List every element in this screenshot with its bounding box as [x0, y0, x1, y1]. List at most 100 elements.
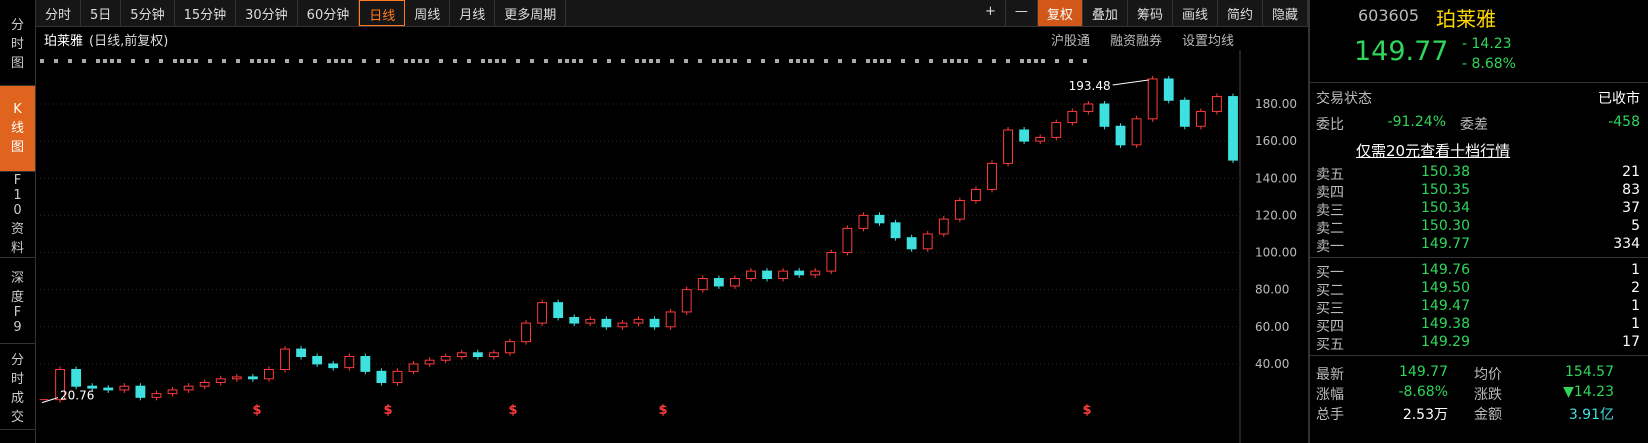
tool-button[interactable]: 画线 — [1173, 0, 1218, 26]
tool-button[interactable]: 复权 — [1037, 0, 1083, 26]
candle-body — [328, 363, 339, 369]
period-tab[interactable]: 30分钟 — [236, 0, 298, 26]
event-marker[interactable]: $ — [252, 403, 261, 418]
tool-button[interactable]: — — [1006, 0, 1038, 26]
event-marker[interactable]: $ — [658, 403, 667, 418]
candle-body — [280, 348, 290, 370]
price: 150.30 — [1421, 218, 1470, 234]
candle-body — [971, 188, 981, 202]
candle-body — [874, 214, 885, 224]
info-dot — [1069, 59, 1073, 63]
info-dot — [495, 59, 499, 63]
candle-body — [135, 385, 146, 398]
promo-link[interactable]: 仅需20元查看十档行情 — [1356, 142, 1511, 160]
candle-body — [55, 368, 65, 401]
info-dot — [313, 59, 317, 63]
period-tab[interactable]: 15分钟 — [175, 0, 237, 26]
period-tab[interactable]: 更多周期 — [495, 0, 567, 26]
side-tab[interactable]: 分时图 — [0, 0, 35, 86]
period-tab[interactable]: 5分钟 — [121, 0, 175, 26]
info-dot — [285, 59, 289, 63]
y-tick-label: 140.00 — [1255, 171, 1297, 185]
tool-button[interactable]: + — [976, 0, 1006, 26]
link[interactable]: 设置均线 — [1181, 34, 1234, 49]
info-dot — [621, 59, 625, 63]
tool-button[interactable]: 简约 — [1218, 0, 1263, 26]
info-dot — [208, 59, 212, 63]
stat-label: 总手 — [1316, 407, 1344, 423]
candle-body — [842, 227, 853, 254]
price: 150.35 — [1421, 182, 1470, 198]
chart: 40.00 60.00 80.00 100.00 120.00 140.00 160.00 1… — [39, 50, 1297, 443]
event-marker[interactable]: $ — [508, 403, 517, 418]
info-dot — [103, 59, 107, 63]
candle-body — [71, 368, 82, 387]
candle-body — [1019, 129, 1030, 142]
info-dot — [789, 59, 793, 63]
info-dot — [572, 59, 576, 63]
candle-body — [649, 318, 660, 328]
link[interactable]: 沪股通 — [1050, 34, 1090, 49]
info-dot — [901, 59, 905, 63]
y-tick-label: 180.00 — [1255, 97, 1297, 111]
info-dot — [978, 59, 982, 63]
period-tab[interactable]: 周线 — [405, 0, 451, 26]
info-dot — [222, 59, 226, 63]
info-dot — [761, 59, 765, 63]
info-dot — [1055, 59, 1059, 63]
info-dot — [68, 59, 72, 63]
stat-label: 均价 — [1474, 367, 1502, 383]
candle-body — [553, 302, 564, 319]
info-dot — [1006, 59, 1010, 63]
event-marker[interactable]: $ — [1082, 403, 1091, 418]
info-dot — [159, 59, 163, 63]
info-dot — [656, 59, 660, 63]
tool-button[interactable]: 筹码 — [1128, 0, 1173, 26]
info-dot — [180, 59, 184, 63]
divider — [1310, 355, 1648, 356]
info-dot — [453, 59, 457, 63]
candle-body — [906, 237, 917, 250]
candle-body — [1163, 78, 1174, 101]
candle-body — [1212, 96, 1222, 112]
y-tick-label: 80.00 — [1255, 283, 1289, 297]
side-tab[interactable]: 分时成交 — [0, 344, 35, 430]
period-tab[interactable]: 日线 — [359, 0, 406, 26]
level: 买五 — [1316, 337, 1344, 353]
info-dot — [411, 59, 415, 63]
info-dot — [194, 59, 198, 63]
stat-row: 最新 149.77 均价 154.57 — [1316, 364, 1640, 383]
info-dot — [40, 59, 44, 63]
candle-body — [1083, 103, 1094, 112]
stock-name: 珀莱雅 — [44, 34, 84, 49]
tool-button[interactable]: 隐藏 — [1263, 0, 1308, 26]
info-dot — [810, 59, 814, 63]
info-dot — [516, 59, 520, 63]
period-tab[interactable]: 月线 — [450, 0, 496, 26]
info-dot — [803, 59, 807, 63]
period-tab[interactable]: 5日 — [81, 0, 122, 26]
side-tab[interactable]: F10资料 — [0, 172, 35, 258]
tool-button[interactable]: 叠加 — [1083, 0, 1128, 26]
event-marker[interactable]: $ — [383, 403, 392, 418]
period-tab[interactable]: 60分钟 — [298, 0, 360, 26]
candle-body — [1147, 78, 1158, 120]
stat-value: -8.68% — [1398, 384, 1448, 400]
info-dot — [481, 59, 485, 63]
info-dot — [866, 59, 870, 63]
info-dot — [404, 59, 408, 63]
info-dot — [54, 59, 58, 63]
side-tab[interactable]: 深度F9 — [0, 258, 35, 344]
side-tab[interactable]: K线图 — [0, 86, 35, 172]
info-dot — [502, 59, 506, 63]
candle-body — [987, 162, 997, 190]
candle-body — [810, 270, 821, 276]
price: 149.50 — [1421, 280, 1470, 296]
period-tab[interactable]: 分时 — [36, 0, 82, 26]
info-dot — [236, 59, 240, 63]
price: 149.29 — [1421, 334, 1470, 350]
info-dot — [187, 59, 191, 63]
candle-body — [585, 318, 596, 324]
sell-row: 卖五 150.38 21 — [1316, 164, 1640, 183]
link[interactable]: 融资融券 — [1109, 34, 1162, 49]
